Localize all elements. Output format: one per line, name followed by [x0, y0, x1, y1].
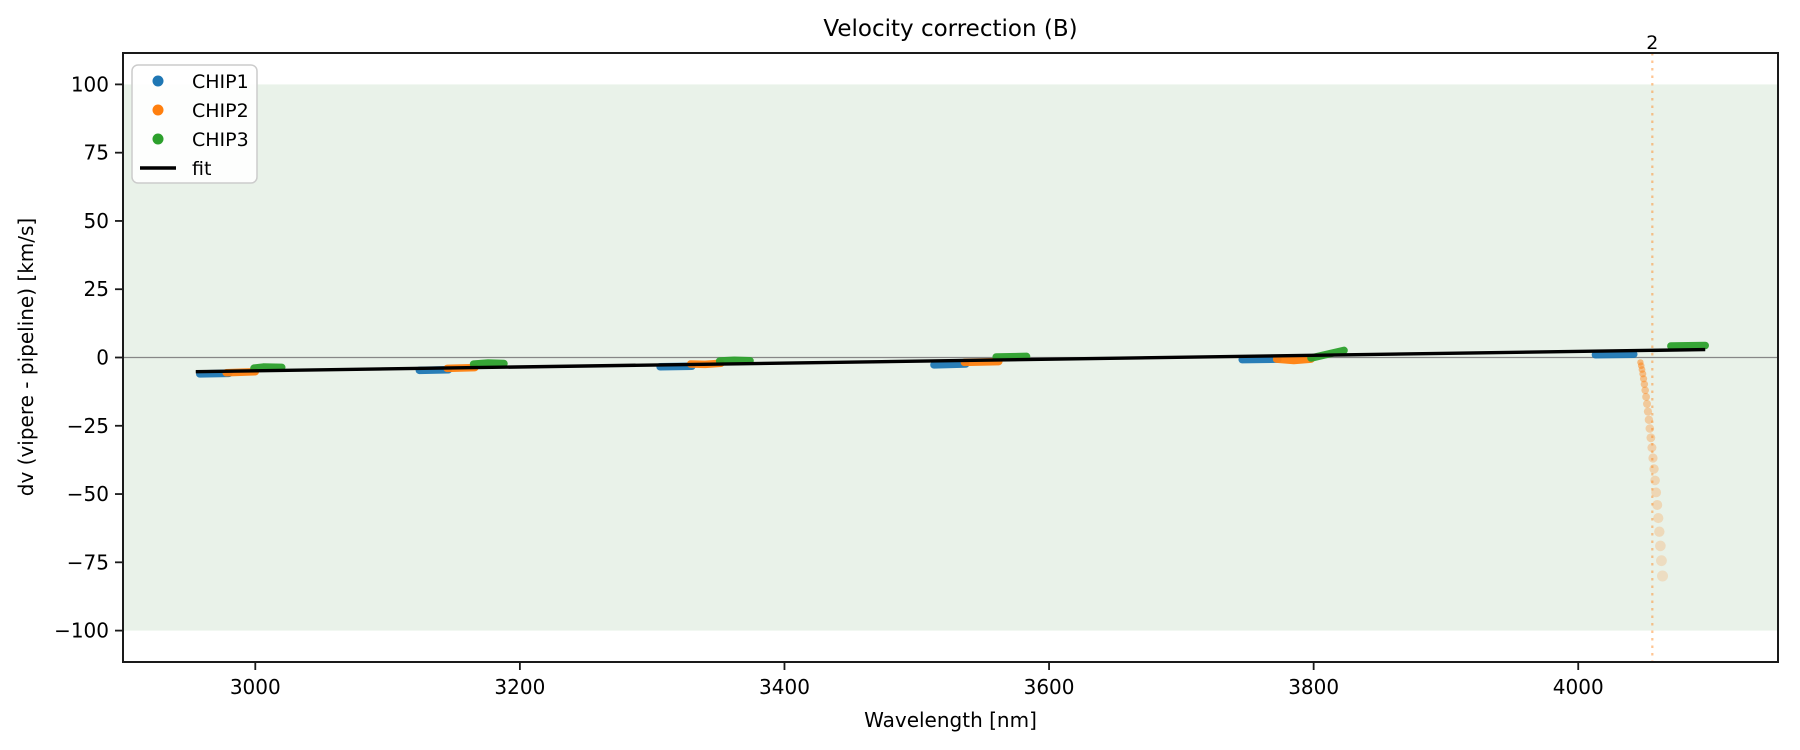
- x-tick-label: 4000: [1553, 675, 1604, 699]
- outlier-point: [1637, 359, 1644, 366]
- x-tick-label: 3800: [1288, 675, 1339, 699]
- x-tick-label: 3400: [759, 675, 810, 699]
- chip-edge-label: 2: [1646, 32, 1658, 54]
- outlier-point: [1656, 555, 1667, 567]
- y-axis: 100 75 50 25 0 −25 −50 −75 −100: [54, 72, 123, 643]
- x-axis-label: Wavelength [nm]: [864, 708, 1037, 732]
- y-tick-label: 50: [84, 209, 109, 233]
- outlier-point: [1650, 475, 1660, 486]
- legend-label: CHIP1: [192, 71, 249, 93]
- outlier-point: [1647, 443, 1657, 453]
- legend-item-chip1: CHIP1: [152, 71, 249, 93]
- outlier-point: [1640, 380, 1649, 388]
- y-tick-label: 100: [71, 72, 109, 96]
- y-tick-label: −100: [54, 619, 109, 643]
- legend-item-chip3: CHIP3: [152, 129, 249, 151]
- cluster-segment: [960, 357, 1003, 367]
- outlier-point: [1643, 407, 1653, 416]
- outlier-point: [1653, 512, 1664, 524]
- cluster-segment: [930, 360, 970, 369]
- legend-box: [131, 64, 258, 184]
- cluster-segment: [656, 362, 696, 371]
- cluster-segment: [250, 363, 286, 372]
- x-tick-label: 3600: [1024, 675, 1075, 699]
- cluster-segment: [1238, 355, 1282, 364]
- cluster-segment: [715, 356, 754, 365]
- fit-line: [195, 347, 1706, 374]
- cluster-segment: [469, 359, 508, 368]
- cluster-segment: [992, 352, 1031, 361]
- chip2-marker-icon: [152, 104, 164, 116]
- y-tick-label: −25: [67, 414, 109, 438]
- y-tick-label: −50: [67, 482, 109, 506]
- outlier-point: [1655, 540, 1666, 552]
- cluster-segment: [415, 366, 453, 375]
- outlier-point: [1651, 487, 1662, 498]
- x-tick-label: 3000: [230, 675, 281, 699]
- cluster-segment: [1272, 355, 1315, 365]
- legend-label: fit: [192, 158, 211, 180]
- y-tick-label: 25: [84, 277, 109, 301]
- outlier-point: [1648, 453, 1658, 463]
- chart-title: Velocity correction (B): [823, 16, 1078, 42]
- outlier-point: [1638, 366, 1646, 373]
- outlier-point: [1639, 370, 1647, 378]
- legend-item-fit: fit: [140, 158, 211, 180]
- y-tick-label: 75: [84, 141, 109, 165]
- outlier-trail-chip2: [1637, 359, 1669, 582]
- outlier-point: [1646, 433, 1656, 443]
- legend: CHIP1 CHIP2 CHIP3 fit: [131, 64, 258, 184]
- cluster-segment: [1591, 350, 1638, 359]
- chip3-marker-icon: [152, 133, 164, 145]
- outlier-point: [1657, 570, 1669, 582]
- y-tick-label: −75: [67, 550, 109, 574]
- outlier-point: [1643, 399, 1652, 408]
- outlier-point: [1642, 392, 1651, 401]
- x-tick-label: 3200: [494, 675, 545, 699]
- legend-label: CHIP2: [192, 100, 249, 122]
- outlier-point: [1641, 386, 1649, 395]
- legend-item-chip2: CHIP2: [152, 100, 249, 122]
- outlier-point: [1652, 499, 1663, 510]
- outlier-point: [1649, 464, 1659, 474]
- chip1-marker-icon: [152, 75, 164, 87]
- outlier-point: [1637, 362, 1645, 369]
- outlier-point: [1645, 424, 1655, 433]
- outlier-point: [1644, 415, 1654, 424]
- y-tick-label: 0: [96, 346, 109, 370]
- x-axis: 3000 3200 3400 3600 3800 4000: [230, 662, 1604, 699]
- cluster-segment: [1667, 341, 1709, 350]
- outlier-point: [1639, 375, 1648, 383]
- legend-label: CHIP3: [192, 129, 249, 151]
- outlier-point: [1654, 526, 1665, 537]
